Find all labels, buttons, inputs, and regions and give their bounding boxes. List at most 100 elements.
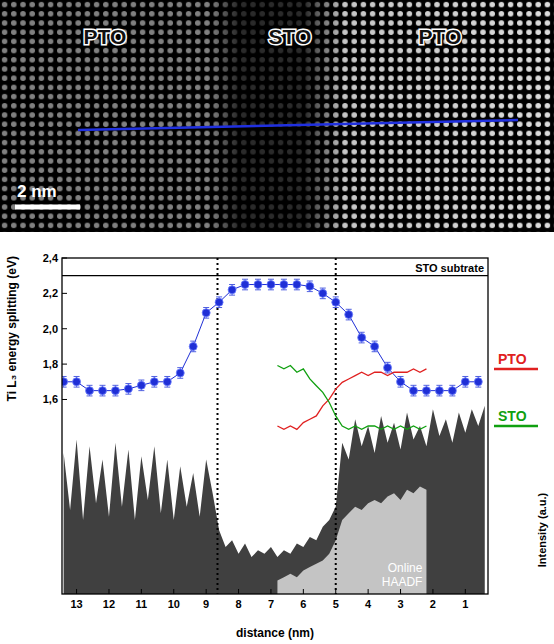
error-bar [99,385,105,396]
error-bar-cap [125,394,131,395]
error-bar-cap [242,279,248,280]
error-bar [151,376,157,387]
error-bar [216,297,222,308]
data-point [319,289,327,297]
x-tick-label: 8 [235,598,241,610]
legend-label: STO [498,408,527,424]
x-tick-label: 6 [300,598,306,610]
interface-line [335,258,337,594]
data-point [371,342,379,350]
error-bar-cap [372,341,378,342]
error-bar-cap [320,298,326,299]
error-bar-cap [475,387,481,388]
scale-bar-label: 2 nm [17,182,57,201]
image-shade [0,0,554,232]
data-point [332,298,340,306]
x-tick [432,589,433,594]
error-bar-cap [190,351,196,352]
y-tick [62,293,67,294]
data-point [448,387,456,395]
error-bar-cap [164,376,170,377]
error-bar-cap [410,395,416,396]
error-bar-cap [99,395,105,396]
data-point [202,309,210,317]
x-tick-label: 1 [462,598,468,610]
data-point [254,281,262,289]
error-bar-cap [333,296,339,297]
x-tick [141,589,142,594]
error-bar [255,279,261,290]
area-label-line: HAADF [382,575,423,589]
data-point [73,378,81,386]
error-bar-cap [255,289,261,290]
y-tick-label: 1,6 [43,393,58,405]
error-bar-cap [294,279,300,280]
error-bar-cap [281,279,287,280]
error-bar [449,385,455,396]
x-tick-label: 13 [70,598,82,610]
y-tick-label: 2,2 [43,287,58,299]
x-tick [400,589,401,594]
x-tick-label: 7 [268,598,274,610]
x-tick [270,589,271,594]
y-tick [62,258,67,259]
scale-bar [15,205,80,210]
error-bar [268,279,274,290]
error-bar-cap [229,284,235,285]
x-tick-label: 12 [103,598,115,610]
legend-label: PTO [498,351,527,367]
error-bar-cap [410,385,416,386]
data-point [461,378,469,386]
x-tick-label: 2 [430,598,436,610]
data-point [384,364,392,372]
error-bar-cap [462,387,468,388]
data-point [86,387,94,395]
data-point [422,387,430,395]
x-tick [238,589,239,594]
error-bar [346,309,352,320]
error-bar-cap [177,378,183,379]
data-point [409,387,417,395]
error-bar-cap [203,318,209,319]
error-bar [307,281,313,292]
y-tick-label: 1,8 [43,358,58,370]
error-bar-cap [87,385,93,386]
error-bar [475,376,481,387]
data-point [98,387,106,395]
error-bar [138,380,144,391]
error-bar [436,385,442,396]
data-point [267,281,275,289]
x-tick [173,589,174,594]
error-bar [410,385,416,396]
error-bar [372,341,378,352]
error-bar-cap [268,289,274,290]
error-bar-cap [164,387,170,388]
plot-data [62,258,488,594]
data-point [62,378,68,386]
error-bar-cap [346,319,352,320]
error-bar [74,376,80,387]
x-tick-label: 3 [397,598,403,610]
data-point [280,281,288,289]
data-point [474,378,482,386]
y-tick [62,328,67,329]
error-bar-cap [346,309,352,310]
error-bar [62,376,67,387]
error-bar-cap [229,295,235,296]
x-tick [368,589,369,594]
x-tick [335,589,336,594]
error-bar [87,385,93,396]
data-point [397,378,405,386]
series-line [277,366,426,430]
error-bar [320,288,326,299]
plot-frame [62,258,488,594]
error-bar [242,279,248,290]
region-label: STO [269,25,312,48]
data-point [215,298,223,306]
interface-line [216,258,218,594]
data-point [124,385,132,393]
error-bar [423,385,429,396]
error-bar-cap [62,376,67,377]
x-tick [206,589,207,594]
profile-line [78,120,518,130]
